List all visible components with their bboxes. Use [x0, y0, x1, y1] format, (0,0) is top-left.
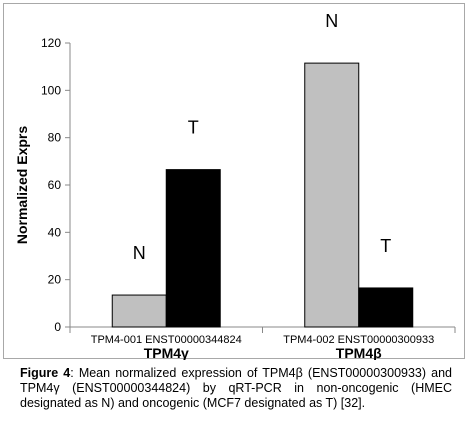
y-axis-title: Normalized Exprs — [14, 126, 30, 244]
figure-caption: Figure 4: Mean normalized expression of … — [20, 366, 452, 411]
bar-label-n-1: N — [133, 243, 146, 263]
bar-label-n-2: N — [325, 11, 338, 31]
bar-t-2 — [358, 287, 414, 328]
bar-t-1 — [165, 169, 221, 328]
bar-n-1 — [111, 294, 167, 328]
bar-label-t-1: T — [188, 118, 199, 138]
x-category-label: TPM4-001 ENST00000344824 — [91, 334, 242, 346]
y-tick-label: 120 — [41, 36, 61, 50]
y-tick-label: 0 — [54, 320, 61, 334]
y-tick-label: 60 — [48, 178, 62, 192]
bar-label-t-2: T — [380, 236, 391, 256]
x-gene-label: TPM4β — [336, 345, 382, 360]
y-tick-label: 40 — [48, 225, 62, 239]
caption-text: : Mean normalized expression of TPM4β (E… — [20, 366, 452, 410]
x-category-label: TPM4-002 ENST00000300933 — [283, 334, 434, 346]
caption-prefix: Figure 4 — [20, 366, 71, 380]
x-gene-label: TPM4γ — [144, 345, 189, 360]
bar-n-2 — [304, 62, 360, 328]
y-tick-label: 20 — [48, 273, 62, 287]
y-tick-label: 80 — [48, 131, 62, 145]
bar-chart: 0 20 40 60 80 100 120 Normalized Exprs N T TPM4-00… — [14, 11, 456, 360]
y-tick-label: 100 — [41, 83, 61, 97]
